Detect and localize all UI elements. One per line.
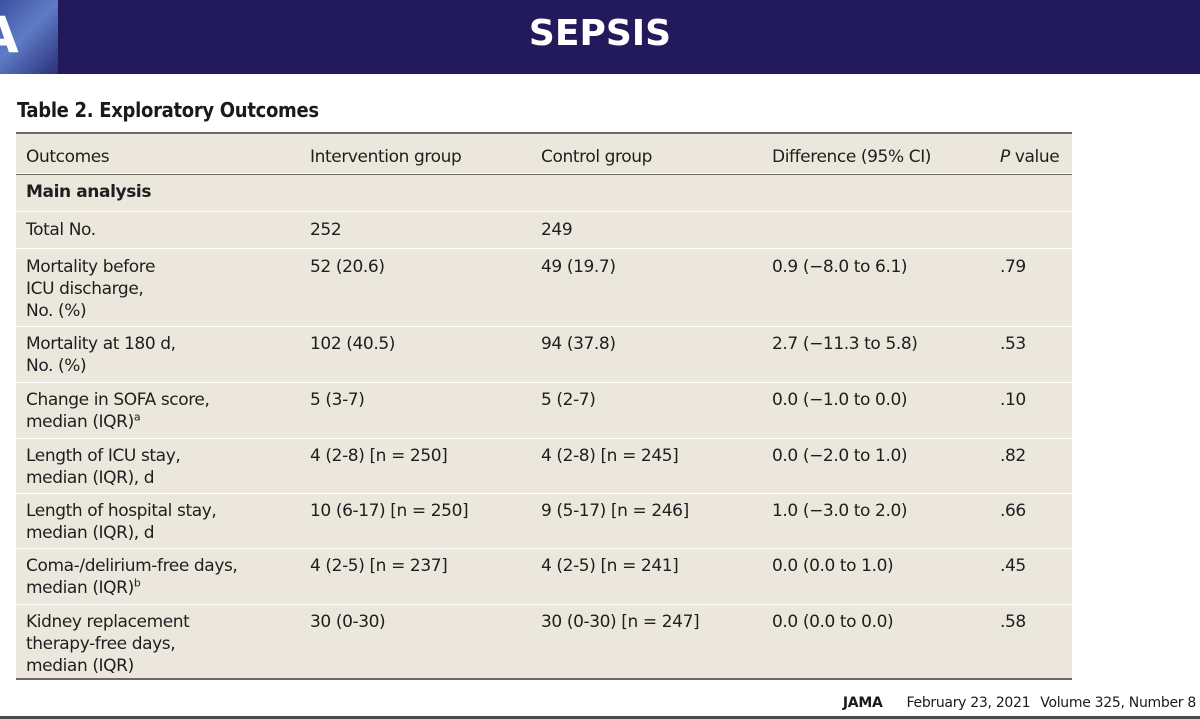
outcome-cell: Total No. bbox=[26, 220, 96, 240]
control-cell: 4 (2-8) [n = 245] bbox=[541, 446, 679, 466]
intervention-cell: 52 (20.6) bbox=[310, 257, 385, 277]
table-header-row: Outcomes Intervention group Control grou… bbox=[16, 134, 1072, 174]
outcome-cell: Kidney replacement therapy-free days, me… bbox=[26, 612, 190, 676]
difference-cell: 0.0 (0.0 to 0.0) bbox=[772, 612, 894, 632]
outcome-cell: Length of ICU stay, median (IQR), d bbox=[26, 446, 181, 488]
header-divider bbox=[16, 174, 1072, 175]
table-row: Mortality at 180 d, No. (%) 102 (40.5) 9… bbox=[16, 327, 1072, 383]
volume-number: Volume 325, Number 8 bbox=[1040, 695, 1196, 711]
difference-cell: 0.9 (−8.0 to 6.1) bbox=[772, 257, 908, 277]
table-row: Length of hospital stay, median (IQR), d… bbox=[16, 494, 1072, 549]
intervention-cell: 30 (0-30) bbox=[310, 612, 386, 632]
bottom-rule bbox=[0, 716, 1200, 719]
outcome-cell: Change in SOFA score, median (IQR)a bbox=[26, 389, 296, 433]
outcome-text: Change in SOFA score, median (IQR) bbox=[26, 390, 210, 432]
p-cell: .66 bbox=[1000, 501, 1026, 521]
outcome-cell: Length of hospital stay, median (IQR), d bbox=[26, 501, 217, 543]
section-row: Main analysis bbox=[16, 175, 1072, 212]
intervention-cell: 10 (6-17) [n = 250] bbox=[310, 501, 469, 521]
intervention-cell: 252 bbox=[310, 220, 342, 240]
difference-cell: 0.0 (−1.0 to 0.0) bbox=[772, 390, 908, 410]
p-cell: .82 bbox=[1000, 446, 1026, 466]
footnote-marker: a bbox=[133, 410, 141, 424]
intervention-cell: 4 (2-5) [n = 237] bbox=[310, 556, 448, 576]
table-row: Total No. 252 249 bbox=[16, 212, 1072, 249]
control-cell: 5 (2-7) bbox=[541, 390, 596, 410]
outcome-cell: Coma-/delirium-free days, median (IQR)b bbox=[26, 555, 296, 599]
difference-cell: 1.0 (−3.0 to 2.0) bbox=[772, 501, 908, 521]
table-row: Mortality before ICU discharge, No. (%) … bbox=[16, 249, 1072, 327]
p-cell: .58 bbox=[1000, 612, 1026, 632]
outcome-cell: Mortality before ICU discharge, No. (%) bbox=[26, 257, 156, 321]
journal-name: JAMA bbox=[842, 695, 883, 711]
table-row: Length of ICU stay, median (IQR), d 4 (2… bbox=[16, 439, 1072, 494]
slide-title: SEPSIS bbox=[528, 13, 672, 54]
table-row: Kidney replacement therapy-free days, me… bbox=[16, 605, 1072, 680]
control-cell: 9 (5-17) [n = 246] bbox=[541, 501, 689, 521]
p-cell: .10 bbox=[1000, 390, 1026, 410]
p-cell: .53 bbox=[1000, 334, 1026, 354]
control-cell: 249 bbox=[541, 220, 573, 240]
intervention-cell: 4 (2-8) [n = 250] bbox=[310, 446, 448, 466]
publication-date: February 23, 2021 bbox=[906, 695, 1031, 711]
p-cell: .79 bbox=[1000, 257, 1026, 277]
header-outcomes: Outcomes bbox=[26, 147, 110, 167]
outcome-text: Coma-/delirium-free days, median (IQR) bbox=[26, 556, 238, 598]
table-title: Table 2. Exploratory Outcomes bbox=[17, 98, 319, 122]
slide-banner: A SEPSIS bbox=[0, 0, 1200, 74]
intervention-cell: 5 (3-7) bbox=[310, 390, 365, 410]
jama-logo: A bbox=[0, 0, 58, 74]
difference-cell: 0.0 (−2.0 to 1.0) bbox=[772, 446, 908, 466]
citation-footer: JAMA February 23, 2021 Volume 325, Number … bbox=[843, 695, 1196, 711]
p-cell: .45 bbox=[1000, 556, 1026, 576]
difference-cell: 2.7 (−11.3 to 5.8) bbox=[772, 334, 918, 354]
header-p-value: P value bbox=[1000, 146, 1070, 168]
p-italic: P bbox=[1000, 147, 1010, 167]
header-intervention: Intervention group bbox=[310, 147, 462, 167]
p-value-label: value bbox=[1014, 147, 1060, 167]
table-row: Coma-/delirium-free days, median (IQR)b … bbox=[16, 549, 1072, 605]
table-row: Change in SOFA score, median (IQR)a 5 (3… bbox=[16, 383, 1072, 439]
header-difference: Difference (95% CI) bbox=[772, 147, 932, 167]
difference-cell: 0.0 (0.0 to 1.0) bbox=[772, 556, 894, 576]
control-cell: 49 (19.7) bbox=[541, 257, 616, 277]
logo-text: A bbox=[0, 6, 19, 64]
control-cell: 94 (37.8) bbox=[541, 334, 616, 354]
outcomes-table: Outcomes Intervention group Control grou… bbox=[16, 132, 1072, 680]
footnote-marker: b bbox=[133, 576, 141, 590]
header-control: Control group bbox=[541, 147, 653, 167]
control-cell: 4 (2-5) [n = 241] bbox=[541, 556, 679, 576]
section-label: Main analysis bbox=[26, 182, 152, 202]
intervention-cell: 102 (40.5) bbox=[310, 334, 395, 354]
outcome-cell: Mortality at 180 d, No. (%) bbox=[26, 334, 176, 376]
control-cell: 30 (0-30) [n = 247] bbox=[541, 612, 700, 632]
